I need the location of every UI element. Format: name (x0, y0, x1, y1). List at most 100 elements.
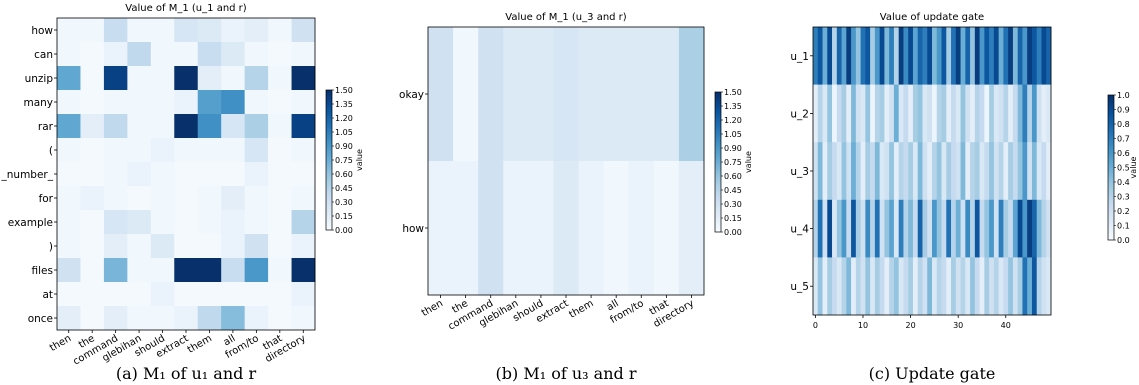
colorbar-segment (715, 178, 721, 182)
heatmap-cell (221, 186, 246, 211)
colorbar-tick-label: 1.50 (335, 86, 353, 95)
heatmap-cell (908, 199, 914, 258)
heatmap-cell (174, 90, 199, 115)
heatmap-cell (291, 42, 316, 67)
panel-c-caption: (c) Update gate (869, 364, 996, 383)
heatmap-cell (917, 142, 923, 201)
colorbar-segment (715, 204, 721, 207)
colorbar-segment (715, 176, 721, 179)
colorbar-segment (1108, 128, 1114, 132)
colorbar-segment (1108, 121, 1114, 125)
heatmap-cell (989, 257, 995, 316)
heatmap-cell (884, 84, 890, 143)
heatmap-cell (912, 27, 919, 85)
heatmap-cell (884, 27, 890, 85)
heatmap-cell (946, 257, 952, 316)
heatmap-cell (1027, 199, 1033, 258)
y-tick-label: rar (38, 121, 54, 133)
heatmap-cell (221, 210, 246, 235)
heatmap-cell (221, 234, 246, 259)
heatmap-cell (932, 257, 938, 316)
heatmap-cell (813, 27, 819, 85)
heatmap-cell (103, 258, 128, 283)
colorbar-segment (1108, 196, 1114, 200)
heatmap-cell (1027, 27, 1033, 85)
colorbar-segment (715, 227, 721, 231)
heatmap-cell (268, 138, 292, 163)
heatmap-cell (127, 258, 152, 283)
colorbar-segment (1108, 206, 1114, 209)
heatmap-cell (898, 257, 904, 316)
heatmap-cell (960, 257, 966, 316)
heatmap-cell (927, 84, 933, 143)
heatmap-cell (453, 27, 479, 162)
colorbar-segment (715, 201, 721, 205)
heatmap-cell (197, 114, 222, 139)
heatmap-cell (291, 66, 316, 91)
heatmap-cell (57, 306, 81, 331)
heatmap-cell (1036, 27, 1042, 85)
colorbar-segment (715, 96, 721, 100)
heatmap-cell (174, 162, 199, 187)
colorbar-segment (715, 206, 721, 210)
colorbar-segment (715, 138, 721, 142)
colorbar-segment (326, 104, 332, 107)
colorbar-segment (1108, 148, 1114, 151)
colorbar-segment (326, 197, 332, 201)
heatmap-cell (984, 257, 990, 316)
heatmap-cell (127, 90, 152, 115)
colorbar-segment (1108, 95, 1114, 98)
heatmap-cell (884, 257, 890, 316)
heatmap-cell (960, 142, 966, 201)
heatmap-cell (908, 84, 914, 143)
colorbar-tick-label: 0.60 (724, 172, 742, 181)
heatmap-cell (851, 84, 857, 143)
heatmap-cell (989, 199, 995, 258)
heatmap-cell (197, 66, 222, 91)
heatmap-cell (453, 161, 479, 296)
heatmap-cell (244, 258, 269, 283)
heatmap-cell (870, 257, 876, 316)
colorbar-tick-label: 0.00 (724, 228, 742, 237)
colorbar-segment (326, 192, 332, 196)
y-tick-label: u_5 (790, 281, 809, 293)
heatmap-cell (291, 138, 316, 163)
colorbar-segment (715, 159, 721, 163)
heatmap-cell (1017, 27, 1023, 85)
heatmap-cell (553, 161, 579, 296)
heatmap-cell (922, 84, 928, 143)
heatmap-cell (103, 234, 128, 259)
y-tick-label: can (34, 49, 53, 61)
x-tick-label: all (605, 298, 621, 313)
heatmap-cell (174, 18, 199, 43)
colorbar-segment (326, 202, 332, 205)
heatmap-cell (291, 90, 316, 115)
heatmap-cell (822, 142, 828, 201)
heatmap-cell (951, 84, 957, 143)
heatmap-cell (870, 84, 876, 143)
heatmap-cell (870, 199, 876, 258)
colorbar-segment (715, 120, 721, 123)
heatmap-cell (150, 210, 175, 235)
heatmap-cell (80, 234, 105, 259)
heatmap-cell (903, 142, 909, 201)
heatmap-cell (80, 210, 105, 235)
colorbar-segment (1108, 211, 1114, 214)
heatmap-cell (1003, 84, 1009, 143)
heatmap-cell (851, 27, 857, 85)
heatmap-cell (998, 142, 1004, 201)
heatmap-cell (841, 257, 847, 316)
colorbar-segment (715, 106, 721, 109)
heatmap-cell (979, 27, 985, 85)
colorbar-segment (326, 160, 332, 163)
heatmap-cell (1027, 84, 1033, 143)
heatmap-cell (946, 199, 952, 258)
colorbar-tick-label: 0.7 (1117, 135, 1130, 144)
heatmap-cell (1036, 257, 1042, 316)
heatmap-cell (917, 84, 923, 143)
heatmap-cell (291, 258, 316, 283)
panel-a-heatmap: Value of M_1 (u_1 and r) how can unzip many… (1, 3, 364, 383)
colorbar-segment (715, 171, 721, 175)
colorbar-segment (1108, 126, 1114, 130)
colorbar-segment (1108, 131, 1114, 135)
